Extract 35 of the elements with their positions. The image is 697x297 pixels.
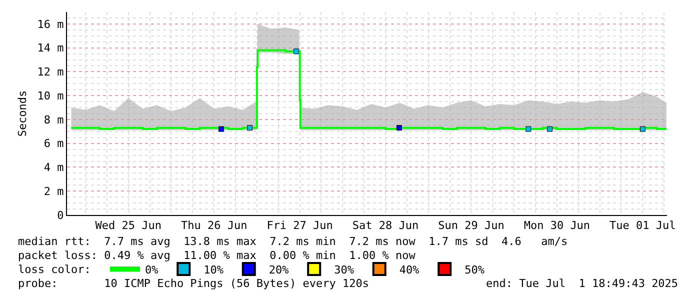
x-tick-label: Sun 29 Jun bbox=[438, 219, 504, 232]
point bbox=[218, 126, 224, 132]
legend-label: 10% bbox=[204, 263, 224, 276]
y-tick-label: 4 m bbox=[44, 161, 64, 174]
y-tick-label: 12 m bbox=[37, 66, 64, 79]
point bbox=[247, 125, 253, 131]
point bbox=[547, 126, 553, 132]
y-axis-title: Seconds bbox=[16, 90, 29, 137]
y-tick-label: 16 m bbox=[37, 18, 64, 31]
x-tick-label: Tue 01 Jul bbox=[610, 219, 676, 232]
y-tick-label: 0 bbox=[57, 208, 64, 222]
x-tick-label: Mon 30 Jun bbox=[524, 219, 590, 232]
text: median rtt: 7.7 ms avg 13.8 ms max 7.2 ms min 7.2 ms now 1.7 ms sd 4.6 am/s bbox=[18, 235, 568, 248]
y-tick-label: 8 m bbox=[44, 113, 64, 126]
y-tick-label: 14 m bbox=[37, 42, 64, 55]
x-tick-label: Fri 27 Jun bbox=[266, 219, 333, 232]
point bbox=[640, 126, 646, 132]
x-tick-label: Sat 28 Jun bbox=[352, 219, 419, 232]
text: probe: 10 ICMP Echo Pings (56 Bytes) every 120s bbox=[18, 277, 369, 290]
text: end: Tue Jul 1 18:49:43 2025 bbox=[486, 277, 678, 290]
legend-label: 40% bbox=[399, 263, 420, 276]
point bbox=[396, 125, 402, 131]
legend-label: 50% bbox=[464, 263, 485, 276]
point bbox=[526, 126, 532, 132]
y-tick-label: 2 m bbox=[44, 184, 64, 198]
legend-label: 20% bbox=[268, 263, 290, 276]
legend-label: 30% bbox=[334, 263, 354, 276]
x-tick-label: Wed 25 Jun bbox=[95, 219, 162, 232]
y-tick-label: 10 m bbox=[37, 89, 64, 102]
point bbox=[293, 48, 299, 54]
y-tick-label: 6 m bbox=[44, 137, 64, 150]
text: loss color: bbox=[18, 263, 91, 276]
text: packet loss: 0.49 % avg 11.00 % max 0.00 % min 1.00 % now bbox=[18, 249, 416, 262]
legend-label: 0% bbox=[145, 263, 159, 276]
x-tick-label: Thu 26 Jun bbox=[180, 219, 248, 232]
